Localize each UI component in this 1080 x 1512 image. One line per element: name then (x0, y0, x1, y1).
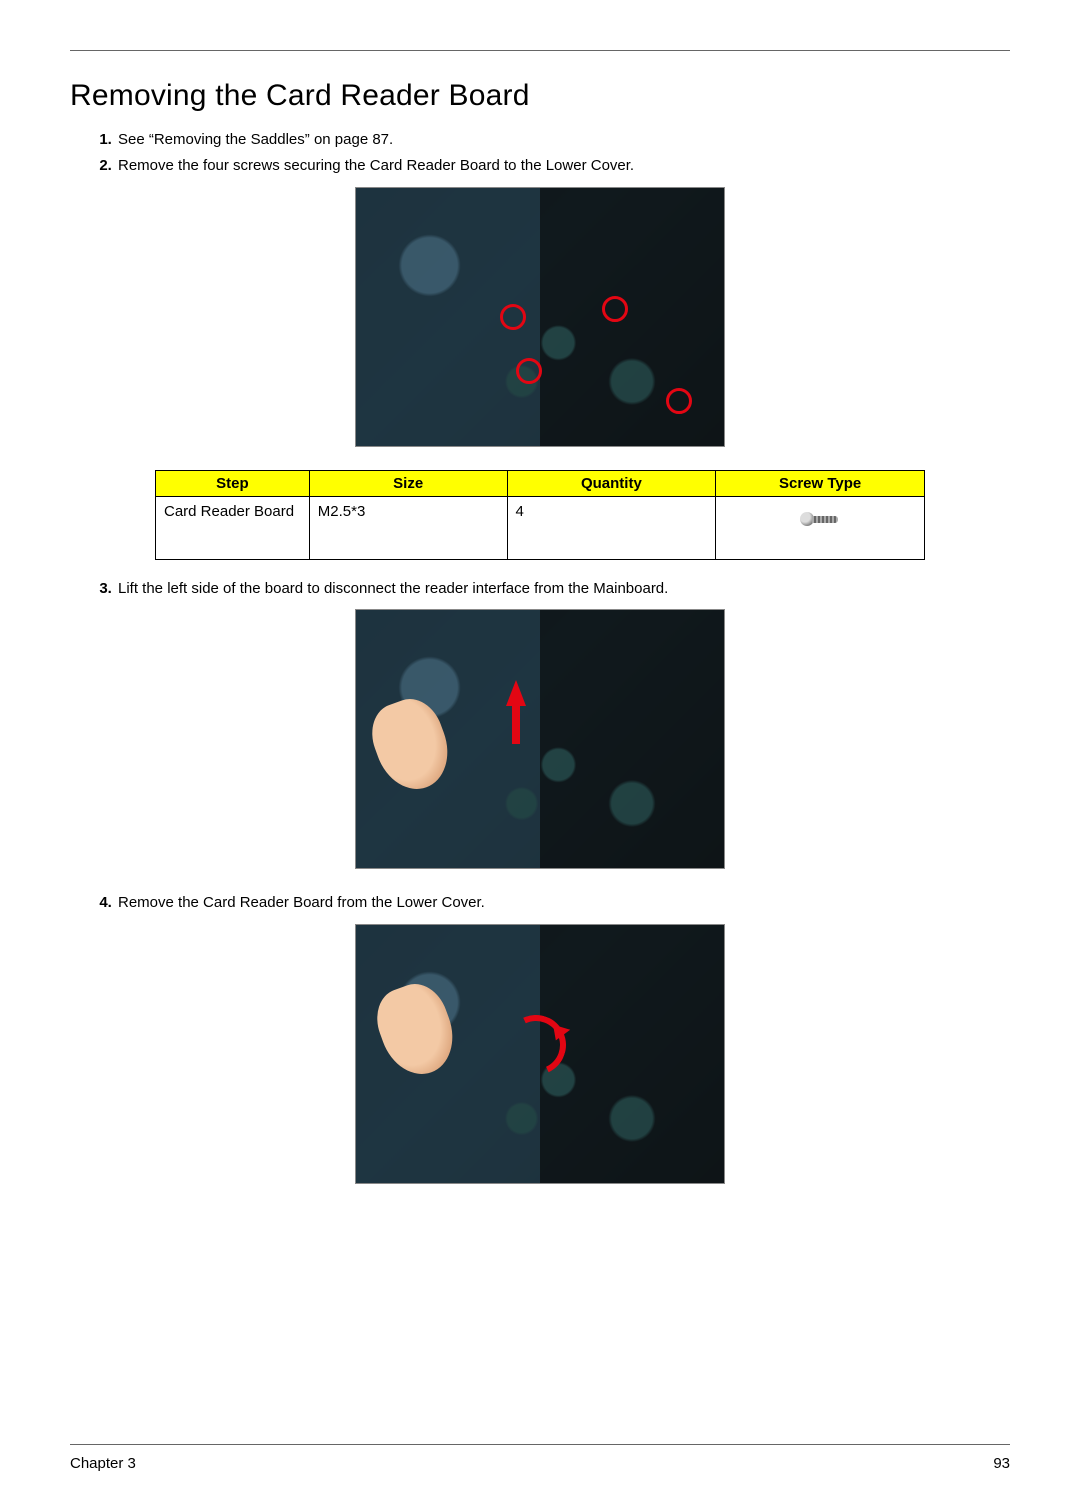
step-list-cont: Lift the left side of the board to disco… (70, 578, 1010, 600)
col-step: Step (156, 470, 310, 496)
cell-step: Card Reader Board (156, 496, 310, 559)
col-type: Screw Type (716, 470, 925, 496)
screw-table: Step Size Quantity Screw Type Card Reade… (155, 470, 925, 560)
cell-size: M2.5*3 (309, 496, 507, 559)
figure-3-image (355, 924, 725, 1184)
page-footer: Chapter 3 93 (70, 1444, 1010, 1472)
step-3: Lift the left side of the board to disco… (116, 578, 1010, 600)
hand-icon (368, 976, 465, 1085)
footer-page-number: 93 (993, 1455, 1010, 1472)
footer-chapter: Chapter 3 (70, 1455, 136, 1472)
col-size: Size (309, 470, 507, 496)
figure-2 (70, 609, 1010, 874)
step-1: See “Removing the Saddles” on page 87. (116, 129, 1010, 151)
cell-qty: 4 (507, 496, 716, 559)
screw-icon (800, 507, 840, 533)
cell-screw-type (716, 496, 925, 559)
screw-highlight-icon (500, 304, 526, 330)
figure-1-image (355, 187, 725, 447)
arrow-up-icon (506, 680, 526, 706)
step-list-cont2: Remove the Card Reader Board from the Lo… (70, 892, 1010, 914)
page: Removing the Card Reader Board See “Remo… (0, 0, 1080, 1512)
hand-icon (363, 691, 460, 800)
top-rule (70, 50, 1010, 51)
screw-highlight-icon (516, 358, 542, 384)
screw-highlight-icon (602, 296, 628, 322)
figure-3 (70, 924, 1010, 1189)
step-2: Remove the four screws securing the Card… (116, 155, 1010, 177)
table-header-row: Step Size Quantity Screw Type (156, 470, 925, 496)
col-qty: Quantity (507, 470, 716, 496)
table-row: Card Reader Board M2.5*3 4 (156, 496, 925, 559)
screw-highlight-icon (666, 388, 692, 414)
figure-2-image (355, 609, 725, 869)
page-title: Removing the Card Reader Board (70, 79, 1010, 113)
step-list: See “Removing the Saddles” on page 87. R… (70, 129, 1010, 177)
figure-1 (70, 187, 1010, 452)
step-4: Remove the Card Reader Board from the Lo… (116, 892, 1010, 914)
curved-arrow-icon (498, 1007, 575, 1084)
